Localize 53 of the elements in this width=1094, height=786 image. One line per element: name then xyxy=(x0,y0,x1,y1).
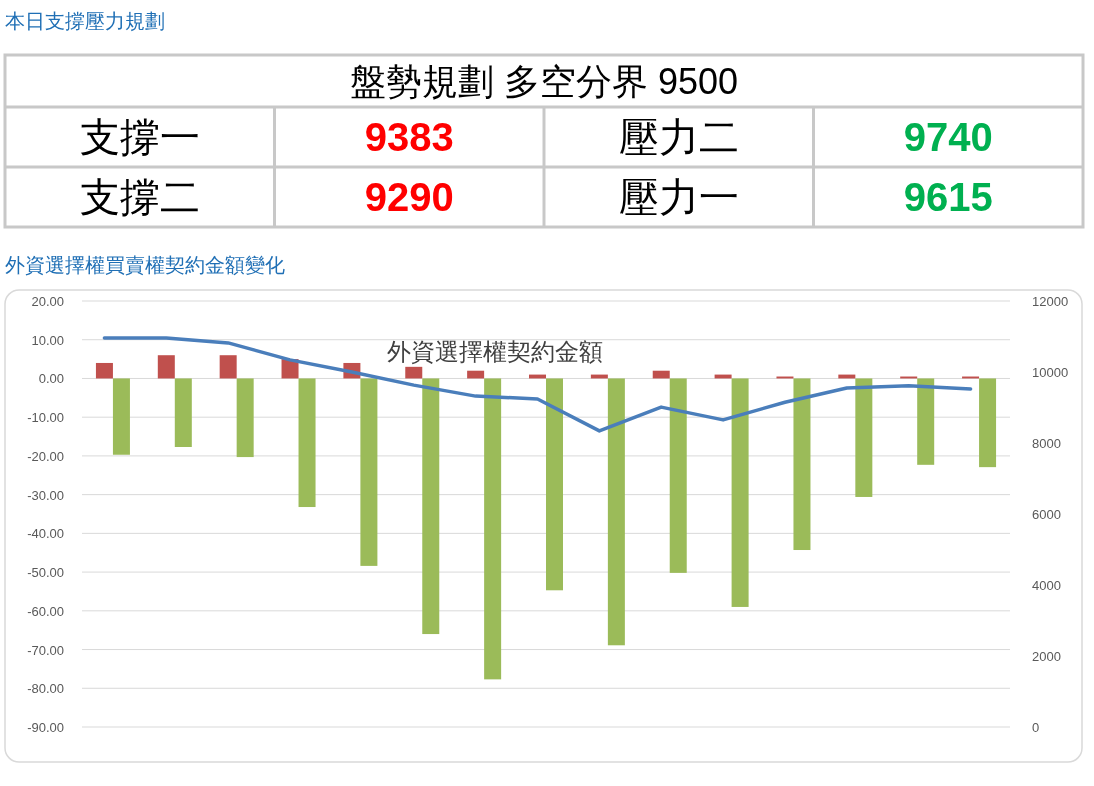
text: 盤勢規劃 多空分界 9500 xyxy=(349,61,739,102)
bar xyxy=(979,378,997,468)
y-tick-label: -90.00 xyxy=(27,720,64,735)
bar xyxy=(157,355,175,379)
y2-tick-label: 12000 xyxy=(1032,294,1069,309)
bar xyxy=(669,378,687,573)
bar xyxy=(95,362,113,379)
text: 9290 xyxy=(364,175,454,219)
text: 支撐一 xyxy=(79,115,200,159)
y-tick-label: -30.00 xyxy=(27,487,64,503)
y-tick-label: -60.00 xyxy=(27,603,64,619)
bar xyxy=(219,355,237,379)
y2-tick-label: 0 xyxy=(1032,720,1040,735)
bar xyxy=(546,378,563,591)
line-series xyxy=(102,336,973,433)
y-tick-label: -80.00 xyxy=(27,681,64,697)
text: 支撐二 xyxy=(79,175,200,219)
y-tick-label: -10.00 xyxy=(27,410,64,426)
y-tick-label: -20.00 xyxy=(27,448,64,464)
bar xyxy=(298,378,316,508)
bar xyxy=(236,378,254,458)
bar xyxy=(855,378,873,497)
bar xyxy=(174,378,192,447)
y-tick-label: 20.00 xyxy=(31,294,64,309)
y2-tick-label: 10000 xyxy=(1032,365,1069,380)
y-tick-label: -50.00 xyxy=(27,565,64,581)
bar xyxy=(112,378,130,455)
text: 9740 xyxy=(903,115,993,159)
chart-title: 外資選擇權買賣權契約金額變化 xyxy=(5,254,285,276)
y2-tick-label: 8000 xyxy=(1032,436,1061,451)
bar xyxy=(484,378,502,680)
bar xyxy=(467,370,485,379)
bar xyxy=(652,370,670,379)
y-tick-label: 0.00 xyxy=(38,371,64,387)
y-tick-label: -40.00 xyxy=(27,526,64,542)
bar xyxy=(793,378,811,551)
text: 壓力一 xyxy=(618,175,739,219)
text: 9383 xyxy=(364,115,454,159)
bar xyxy=(607,378,625,646)
bar xyxy=(917,378,935,465)
y2-tick-label: 4000 xyxy=(1032,578,1061,593)
y-tick-label: -70.00 xyxy=(27,642,64,658)
bar xyxy=(360,378,378,566)
text: 壓力二 xyxy=(618,115,739,159)
y2-tick-label: 2000 xyxy=(1032,649,1061,664)
text: 外資選擇權契約金額 xyxy=(387,338,603,365)
bar xyxy=(422,378,440,635)
y2-tick-label: 6000 xyxy=(1032,507,1061,522)
bar xyxy=(405,366,423,379)
y-tick-label: 10.00 xyxy=(31,332,64,348)
text: 本日支撐壓力規劃 xyxy=(5,10,165,32)
bar xyxy=(731,378,749,607)
text: 9615 xyxy=(903,175,993,219)
